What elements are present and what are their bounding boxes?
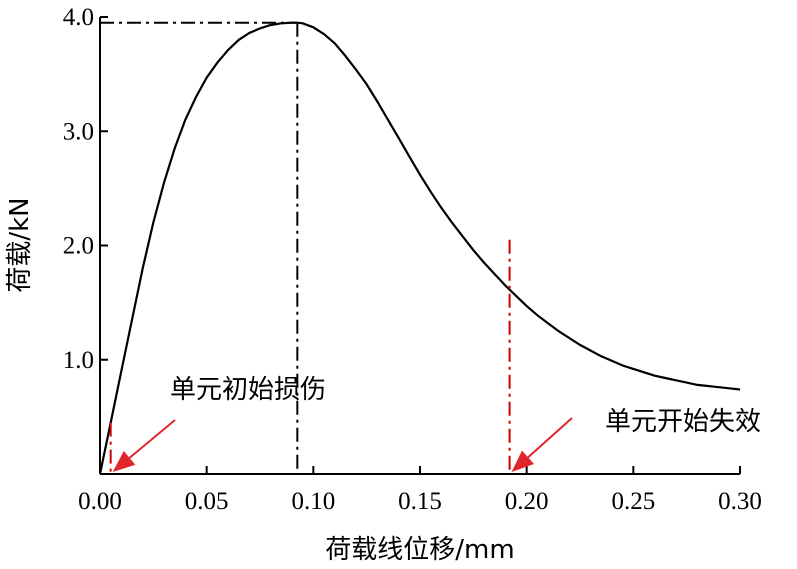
x-ticks: 0.00 0.05 0.10 0.15 0.20 0.25 0.30 bbox=[78, 466, 762, 515]
y-tick-label-1: 2.0 bbox=[63, 233, 94, 260]
damage-arrow-icon bbox=[128, 419, 176, 459]
x-tick-label-4: 0.20 bbox=[505, 488, 549, 515]
x-tick-label-1: 0.05 bbox=[185, 488, 229, 515]
damage-arrowhead-icon bbox=[112, 451, 136, 472]
y-ticks: 1.0 2.0 3.0 4.0 bbox=[63, 4, 108, 374]
x-tick-label-5: 0.25 bbox=[611, 488, 655, 515]
x-axis-title: 荷载线位移/mm bbox=[325, 535, 514, 565]
y-tick-label-3: 4.0 bbox=[63, 4, 94, 31]
x-tick-label-6: 0.30 bbox=[718, 488, 762, 515]
annotation-failure: 单元开始失效 bbox=[605, 407, 761, 437]
failure-arrowhead-icon bbox=[511, 450, 534, 472]
load-curve bbox=[98, 21, 741, 475]
x-tick-label-0: 0.00 bbox=[78, 488, 122, 515]
failure-arrow-icon bbox=[527, 417, 573, 459]
x-tick-label-2: 0.10 bbox=[291, 488, 335, 515]
y-tick-label-2: 3.0 bbox=[63, 118, 94, 145]
y-tick-label-0: 1.0 bbox=[63, 347, 94, 374]
plot-area: 0.00 0.05 0.10 0.15 0.20 0.25 0.30 1.0 2.0 3.0 4.… bbox=[63, 4, 762, 515]
annotation-damage: 单元初始损伤 bbox=[170, 375, 326, 405]
x-tick-label-3: 0.15 bbox=[398, 488, 442, 515]
y-axis-title: 荷载/kN bbox=[5, 197, 35, 292]
